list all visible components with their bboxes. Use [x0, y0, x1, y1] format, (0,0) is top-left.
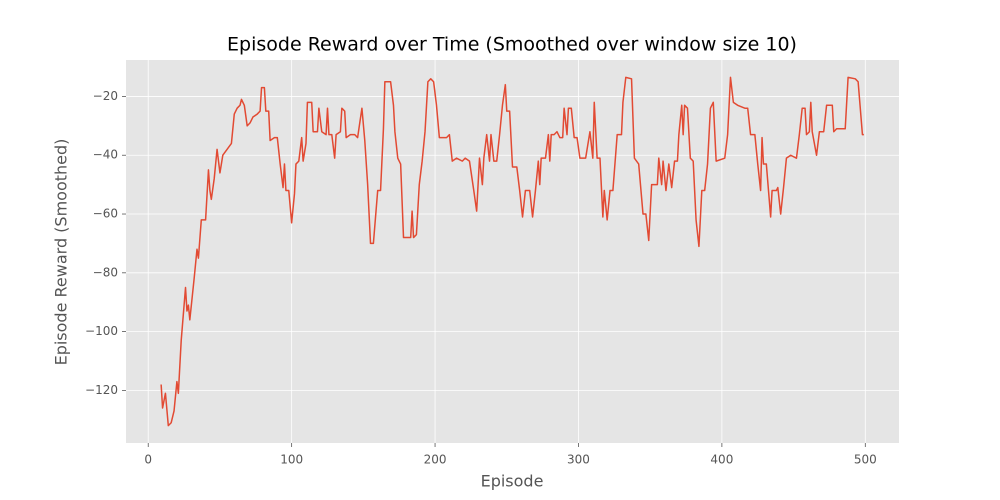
y-tick-label: −80: [93, 265, 118, 279]
y-tick-label: −20: [93, 89, 118, 103]
y-axis-label: Episode Reward (Smoothed): [52, 139, 71, 366]
chart-title: Episode Reward over Time (Smoothed over …: [227, 34, 797, 56]
y-tick-label: −100: [85, 324, 118, 338]
x-tick-label: 200: [424, 453, 447, 467]
x-tick-label: 500: [854, 453, 877, 467]
y-tick-label: −40: [93, 148, 118, 162]
y-tick-label: −120: [85, 383, 118, 397]
plot-area: [126, 60, 899, 443]
x-tick-label: 300: [567, 453, 590, 467]
data-line: [160, 76, 864, 427]
x-axis-label: Episode: [481, 472, 544, 491]
x-tick-label: 400: [710, 453, 733, 467]
x-tick-label: 0: [144, 453, 152, 467]
y-tick-label: −60: [93, 207, 118, 221]
x-tick-label: 100: [280, 453, 303, 467]
